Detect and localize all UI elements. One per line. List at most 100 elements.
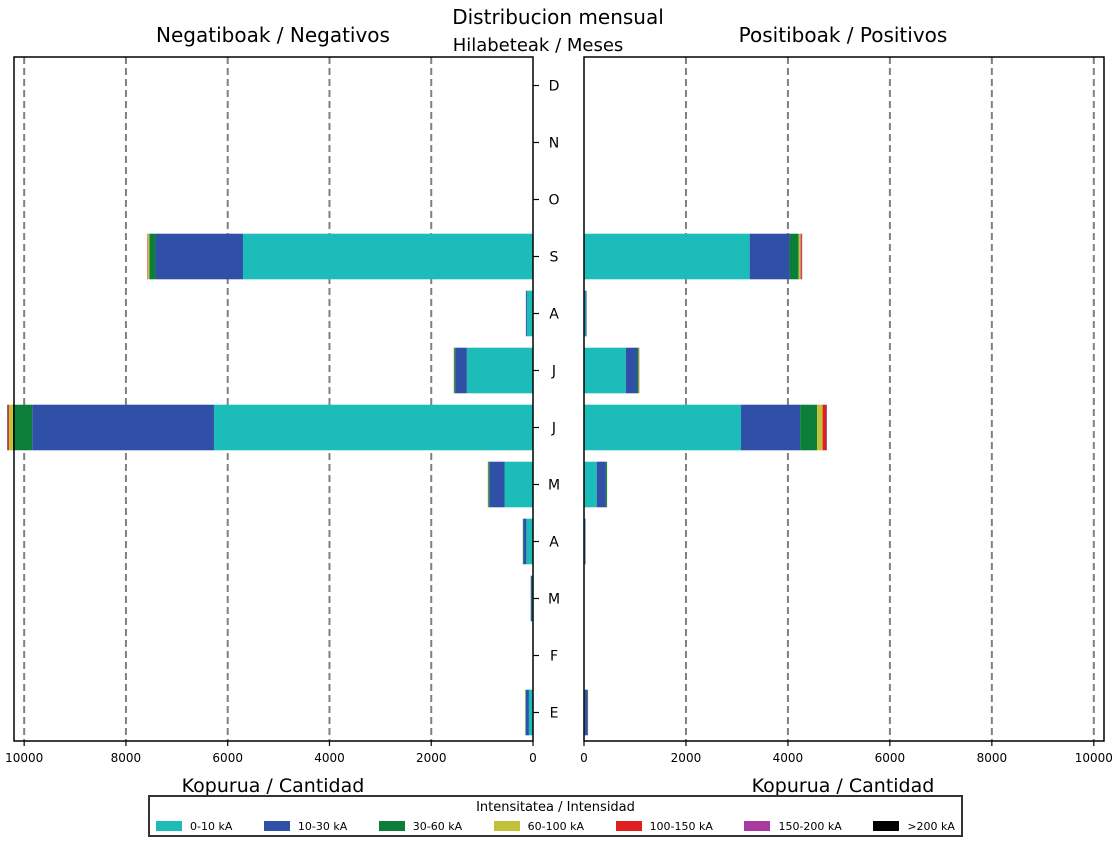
- month-label: A: [549, 535, 559, 551]
- bar-segment: [596, 461, 606, 508]
- bar-segment: [800, 233, 802, 280]
- legend-item: 100-150 kA: [615, 819, 713, 833]
- bar-segment: [526, 290, 533, 337]
- legend: Intensitatea / Intensidad 0-10 kA 10-30 k…: [148, 795, 963, 837]
- bar-segment: [525, 689, 529, 736]
- x-tick-label: 2000: [671, 751, 702, 765]
- month-label: M: [548, 478, 560, 494]
- bar-segment: [525, 689, 526, 736]
- x-tick-label: 6000: [212, 751, 243, 765]
- month-label: A: [549, 307, 559, 323]
- legend-label: >200 kA: [907, 819, 955, 833]
- legend-swatch: [615, 821, 642, 831]
- legend-item: 30-60 kA: [378, 819, 463, 833]
- bar-segment: [213, 404, 533, 451]
- bar-segment: [741, 404, 801, 451]
- bar-segment: [638, 347, 640, 394]
- bar-segment: [523, 518, 527, 565]
- legend-label: 60-100 kA: [527, 819, 585, 833]
- legend-label: 150-200 kA: [778, 819, 842, 833]
- bar-segment: [585, 290, 587, 337]
- bar-segment: [587, 689, 588, 736]
- x-tick-label: 4000: [314, 751, 345, 765]
- bar-segment: [526, 518, 533, 565]
- legend-item: 150-200 kA: [744, 819, 842, 833]
- bar-segment: [584, 347, 626, 394]
- legend-label: 0-10 kA: [190, 819, 233, 833]
- bar-segment: [585, 689, 588, 736]
- legend-swatch: [493, 821, 520, 831]
- legend-swatch: [873, 821, 900, 831]
- bar-segment: [822, 404, 827, 451]
- month-label: O: [548, 193, 559, 209]
- bar-segment: [826, 404, 827, 451]
- bar-segment: [637, 347, 639, 394]
- bar-segment: [584, 290, 586, 337]
- chart-title: Distribucion mensual: [452, 5, 664, 29]
- legend-label: 100-150 kA: [649, 819, 713, 833]
- bar-segment: [525, 290, 527, 337]
- bar-segment: [800, 404, 817, 451]
- bar-segment: [466, 347, 533, 394]
- month-axis-title: Hilabeteak / Meses: [453, 35, 624, 56]
- legend-swatch: [156, 821, 182, 831]
- x-tick-label: 8000: [977, 751, 1008, 765]
- month-label: J: [551, 364, 556, 380]
- x-tick-label: 0: [529, 751, 537, 765]
- bar-segment: [584, 404, 742, 451]
- x-tick-label: 10000: [5, 751, 43, 765]
- bar-segment: [242, 233, 533, 280]
- month-label: N: [549, 136, 559, 152]
- bar-segment: [7, 404, 9, 451]
- negative-xlabel: Kopurua / Cantidad: [182, 775, 365, 797]
- legend-item: 0-10 kA: [156, 820, 232, 833]
- x-tick-label: 2000: [416, 751, 447, 765]
- bar-segment: [801, 233, 803, 280]
- legend-item: >200 kA: [873, 820, 955, 833]
- bar-segment: [455, 347, 467, 394]
- bar-segment: [7, 404, 8, 451]
- month-label: S: [550, 250, 559, 266]
- bar-segment: [789, 233, 799, 280]
- bar-segment: [816, 404, 823, 451]
- legend-title: Intensitatea / Intensidad: [476, 800, 635, 815]
- x-tick-label: 6000: [875, 751, 906, 765]
- legend-item: 10-30 kA: [263, 819, 348, 833]
- bar-segment: [8, 404, 13, 451]
- bar-segment: [147, 233, 150, 280]
- legend-items: 0-10 kA 10-30 kA 30-60 kA 60-100 kA 100-150 …: [156, 818, 955, 834]
- month-label: M: [548, 592, 560, 608]
- bar-segment: [625, 347, 638, 394]
- positive-panel-title: Positiboak / Positivos: [739, 23, 948, 47]
- month-label: F: [550, 649, 558, 665]
- bar-segment: [32, 404, 214, 451]
- bar-segment: [798, 233, 801, 280]
- month-label: E: [550, 706, 559, 722]
- bar-segment: [530, 575, 532, 622]
- legend-label: 30-60 kA: [412, 819, 463, 833]
- bar-segment: [155, 233, 243, 280]
- bar-segment: [605, 461, 607, 508]
- bar-segment: [488, 461, 490, 508]
- bar-segment: [489, 461, 505, 508]
- legend-swatch: [263, 821, 290, 831]
- bar-segment: [454, 347, 456, 394]
- negative-panel-title: Negatiboak / Negativos: [156, 23, 390, 47]
- legend-swatch: [744, 821, 771, 831]
- bar-segment: [584, 233, 750, 280]
- plot-layer: 10000 8000 6000 4000 2000 0 0 2000 4000 6000 8000 1…: [5, 56, 1113, 765]
- month-label: D: [549, 79, 560, 95]
- panel-frame: [583, 56, 1105, 742]
- bar-segment: [149, 233, 156, 280]
- bar-segment: [584, 461, 597, 508]
- positive-xlabel: Kopurua / Cantidad: [752, 775, 935, 797]
- bar-segment: [147, 233, 148, 280]
- legend-item: 60-100 kA: [493, 819, 585, 833]
- bar-segment: [528, 689, 533, 736]
- legend-label: 10-30 kA: [297, 819, 348, 833]
- bar-segment: [522, 518, 524, 565]
- bar-segment: [487, 461, 489, 508]
- x-tick-label: 4000: [773, 751, 804, 765]
- bar-segment: [585, 518, 586, 565]
